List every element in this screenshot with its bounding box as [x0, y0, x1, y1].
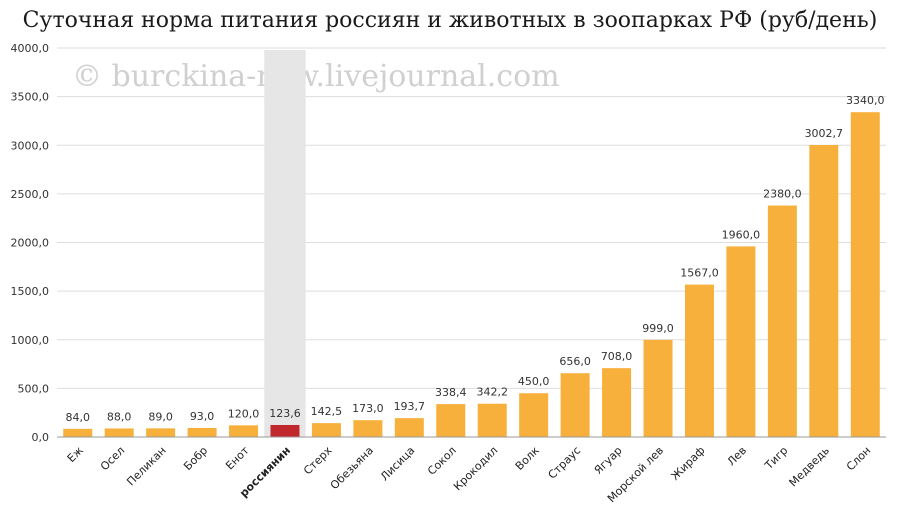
value-label: 120,0: [228, 407, 260, 420]
y-tick-label: 4000,0: [11, 42, 50, 55]
y-tick-label: 0,0: [32, 431, 50, 444]
value-label: 89,0: [148, 410, 173, 423]
value-label: 1567,0: [680, 267, 719, 280]
value-label: 338,4: [435, 386, 467, 399]
category-label: Лев: [725, 444, 749, 468]
category-label: Медведь: [787, 444, 832, 489]
value-label: 193,7: [394, 400, 426, 413]
y-tick-label: 2000,0: [11, 237, 50, 250]
bar-16: [684, 284, 714, 437]
value-label: 999,0: [642, 322, 674, 335]
bar-7: [311, 423, 341, 437]
category-label: Страус: [546, 444, 584, 482]
y-tick-label: 3000,0: [11, 139, 50, 152]
bar-15: [643, 339, 673, 437]
category-label: Волк: [513, 444, 542, 473]
value-label: 88,0: [107, 410, 132, 423]
bar-5: [229, 425, 259, 437]
value-label: 123,6: [269, 407, 301, 420]
category-label: Пеликан: [124, 444, 168, 488]
watermark-text: © burckina-new.livejournal.com: [72, 59, 560, 94]
category-label: Осел: [98, 444, 127, 473]
category-label: Стерх: [301, 444, 335, 478]
bar-9: [394, 418, 424, 437]
category-label: Сокол: [425, 444, 459, 478]
y-tick-label: 3500,0: [11, 91, 50, 104]
bar-2: [104, 428, 134, 437]
gridlines: [57, 47, 886, 389]
value-label: 1960,0: [722, 228, 761, 241]
bar-19: [809, 144, 839, 437]
value-label: 656,0: [559, 355, 591, 368]
highlight-band: [264, 50, 306, 437]
value-label: 708,0: [601, 350, 633, 363]
value-label: 142,5: [311, 405, 343, 418]
highlight-band-rect: [264, 50, 306, 437]
bar-3: [146, 428, 176, 437]
value-labels: 84,0 88,0 89,0 93,0 120,0 123,6 142,5 173,0 193,…: [65, 94, 884, 424]
value-label: 84,0: [65, 411, 90, 424]
category-label: Тигр: [762, 444, 791, 473]
value-label: 450,0: [518, 375, 550, 388]
y-tick-label: 1500,0: [11, 285, 50, 298]
y-tick-label: 1000,0: [11, 334, 50, 347]
bar-1: [63, 428, 93, 437]
y-tick-label: 500,0: [18, 382, 50, 395]
value-label: 2380,0: [763, 188, 802, 201]
category-label: Лисица: [378, 444, 417, 483]
bar-14: [602, 368, 632, 437]
chart-title: Суточная норма питания россиян и животны…: [22, 8, 878, 33]
bar-4: [187, 427, 217, 437]
category-label: Енот: [223, 444, 252, 473]
bar-20: [850, 112, 880, 437]
bar-12: [519, 393, 549, 437]
y-tick-label: 2500,0: [11, 188, 50, 201]
value-label: 93,0: [190, 410, 215, 423]
category-label: Крокодил: [451, 444, 500, 493]
category-label: Обезьяна: [328, 444, 376, 492]
value-label: 3340,0: [846, 94, 885, 107]
value-label: 3002,7: [805, 127, 844, 140]
bar-8: [353, 420, 383, 437]
bar-13: [560, 373, 590, 437]
category-label: Жираф: [669, 444, 708, 483]
category-label: Ягуар: [592, 444, 625, 477]
y-axis-ticks: 0,0 500,0 1000,0 1500,0 2000,0 2500,0 3000,0 35…: [11, 42, 50, 444]
value-label: 342,2: [476, 386, 508, 399]
bar-17: [726, 246, 756, 437]
value-label: 173,0: [352, 402, 384, 415]
bar-10: [436, 404, 466, 437]
bar-11: [477, 403, 507, 437]
bar-18: [767, 205, 797, 437]
category-label: Слон: [844, 444, 873, 473]
category-label: Бобр: [181, 444, 210, 473]
bar-6: [270, 424, 300, 437]
category-label: Еж: [65, 444, 86, 465]
bars: [63, 112, 880, 437]
